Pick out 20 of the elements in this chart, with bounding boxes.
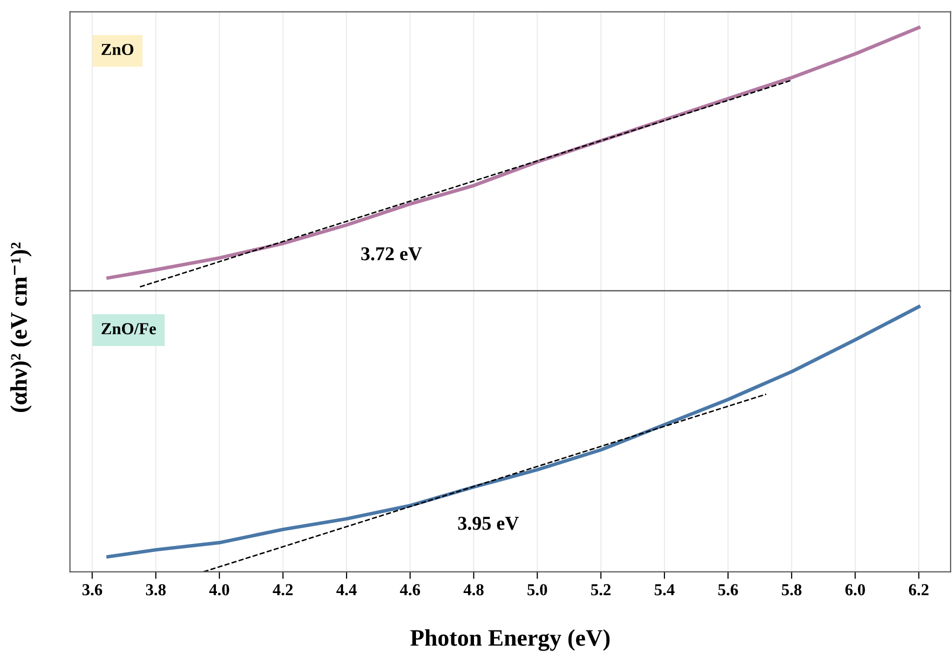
text: ZnO/Fe bbox=[102, 323, 156, 334]
x-tick-label: 4.8 bbox=[464, 584, 484, 596]
x-tick-label: 3.6 bbox=[82, 584, 102, 596]
y-axis-title: (αhν)² (eV cm⁻¹)² bbox=[10, 242, 32, 412]
x-tick-label: 6.0 bbox=[845, 584, 865, 596]
x-tick-label: 5.0 bbox=[528, 584, 548, 596]
x-tick-label: 5.2 bbox=[591, 584, 611, 596]
annotation: 3.95 eV bbox=[458, 516, 519, 530]
x-tick-label: 4.6 bbox=[400, 584, 420, 596]
x-tick-label: 3.8 bbox=[146, 584, 166, 596]
x-tick-label: 5.4 bbox=[654, 584, 675, 596]
x-tick-label: 4.2 bbox=[272, 584, 293, 596]
x-tick-label: 4.0 bbox=[209, 584, 230, 596]
text: ZnO bbox=[102, 44, 134, 56]
x-tick-label: 4.4 bbox=[336, 584, 357, 596]
x-tick-label: 6.2 bbox=[908, 584, 928, 596]
x-axis-title: Photon Energy (eV) bbox=[410, 629, 610, 651]
annotation: 3.72 eV bbox=[361, 247, 422, 260]
x-tick-label: 5.8 bbox=[782, 584, 802, 596]
x-tick-label: 5.6 bbox=[718, 584, 738, 596]
